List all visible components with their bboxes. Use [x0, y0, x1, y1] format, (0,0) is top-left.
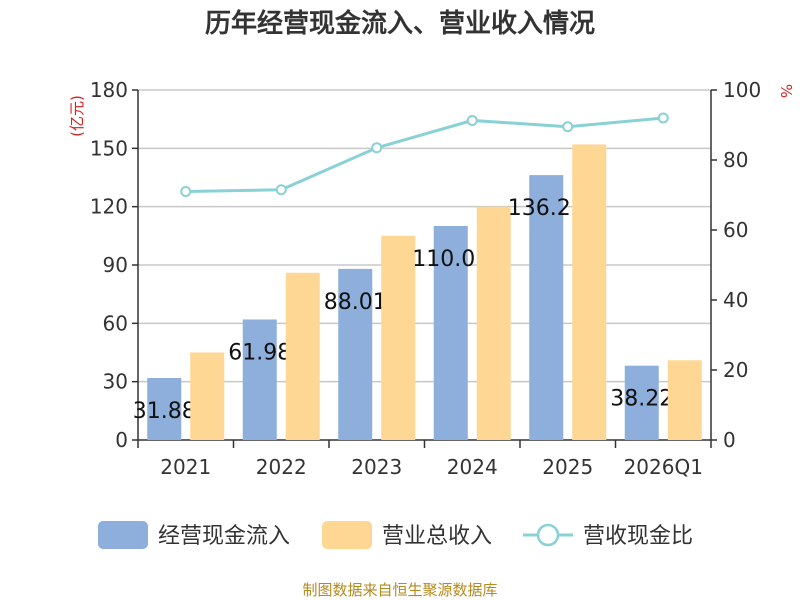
- legend-label: 营收现金比: [583, 524, 693, 549]
- x-tick-label: 2026Q1: [624, 455, 703, 479]
- bar-cash-inflow: [147, 378, 182, 440]
- right-tick-label: 20: [723, 358, 748, 382]
- bar-revenue: [285, 272, 320, 440]
- data-labels: 31.88 61.98 88.01 110.07 136.22 38.22: [133, 196, 673, 424]
- legend-swatch-revenue: [322, 521, 372, 549]
- legend-label: 经营现金流入: [158, 524, 290, 549]
- ratio-line-path: [185, 116, 664, 193]
- ratio-point: [657, 112, 669, 124]
- chart-title: 历年经营现金流入、营业收入情况: [205, 8, 595, 39]
- source-note: 制图数据来自恒生聚源数据库: [302, 581, 497, 599]
- bar-cash-inflow: [624, 365, 659, 440]
- right-tick-label: 0: [723, 428, 736, 452]
- x-tick-label: 2025: [542, 455, 593, 479]
- bar-cash-inflow: [433, 225, 468, 440]
- bar-revenue: [381, 235, 416, 440]
- right-tick-label: 60: [723, 218, 748, 242]
- legend: 经营现金流入 营业总收入 营收现金比: [98, 521, 693, 549]
- ratio-point: [562, 121, 574, 133]
- right-axis-unit: %: [777, 84, 795, 98]
- bar-cash-inflow: [242, 319, 277, 440]
- x-tick-label: 2024: [447, 455, 498, 479]
- left-tick-label: 30: [103, 370, 128, 394]
- bar-revenue: [476, 206, 511, 440]
- data-label: 88.01: [324, 290, 387, 315]
- left-tick-label: 60: [103, 311, 128, 335]
- data-label: 31.88: [133, 399, 196, 424]
- left-tick-label: 180: [90, 78, 128, 102]
- left-tick-label: 0: [115, 428, 128, 452]
- left-tick-label: 120: [90, 195, 128, 219]
- legend-swatch-cash-inflow: [98, 521, 148, 549]
- legend-swatch-ratio-point: [536, 523, 560, 547]
- right-tick-label: 100: [723, 78, 761, 102]
- bar-cash-inflow: [529, 175, 564, 440]
- ratio-point: [180, 186, 192, 197]
- grid-lines: [138, 89, 711, 383]
- right-tick-label: 80: [723, 148, 748, 172]
- bars: [147, 144, 702, 440]
- left-axis-unit: (亿元): [68, 95, 86, 137]
- ratio-point: [275, 184, 287, 196]
- ratio-line: [180, 112, 669, 197]
- bar-cash-inflow: [338, 268, 373, 440]
- data-label: 136.22: [508, 196, 585, 221]
- bar-revenue: [190, 352, 225, 440]
- left-tick-label: 90: [103, 253, 128, 277]
- x-tick-label: 2022: [256, 455, 307, 479]
- data-label: 38.22: [610, 387, 673, 412]
- x-tick-label: 2023: [351, 455, 402, 479]
- right-tick-label: 40: [723, 288, 748, 312]
- x-tick-label: 2021: [160, 455, 211, 479]
- ratio-point: [466, 114, 478, 126]
- bar-revenue: [667, 360, 702, 440]
- legend-label: 营业总收入: [382, 524, 492, 549]
- data-label: 110.07: [412, 247, 489, 272]
- left-tick-label: 150: [90, 136, 128, 160]
- bar-revenue: [572, 144, 607, 440]
- data-label: 61.98: [228, 340, 291, 365]
- axes: 0 30 60 90 120 150 180 0 20 40 60 80 100 2021 2022 2023…: [90, 78, 761, 479]
- ratio-point: [371, 142, 383, 154]
